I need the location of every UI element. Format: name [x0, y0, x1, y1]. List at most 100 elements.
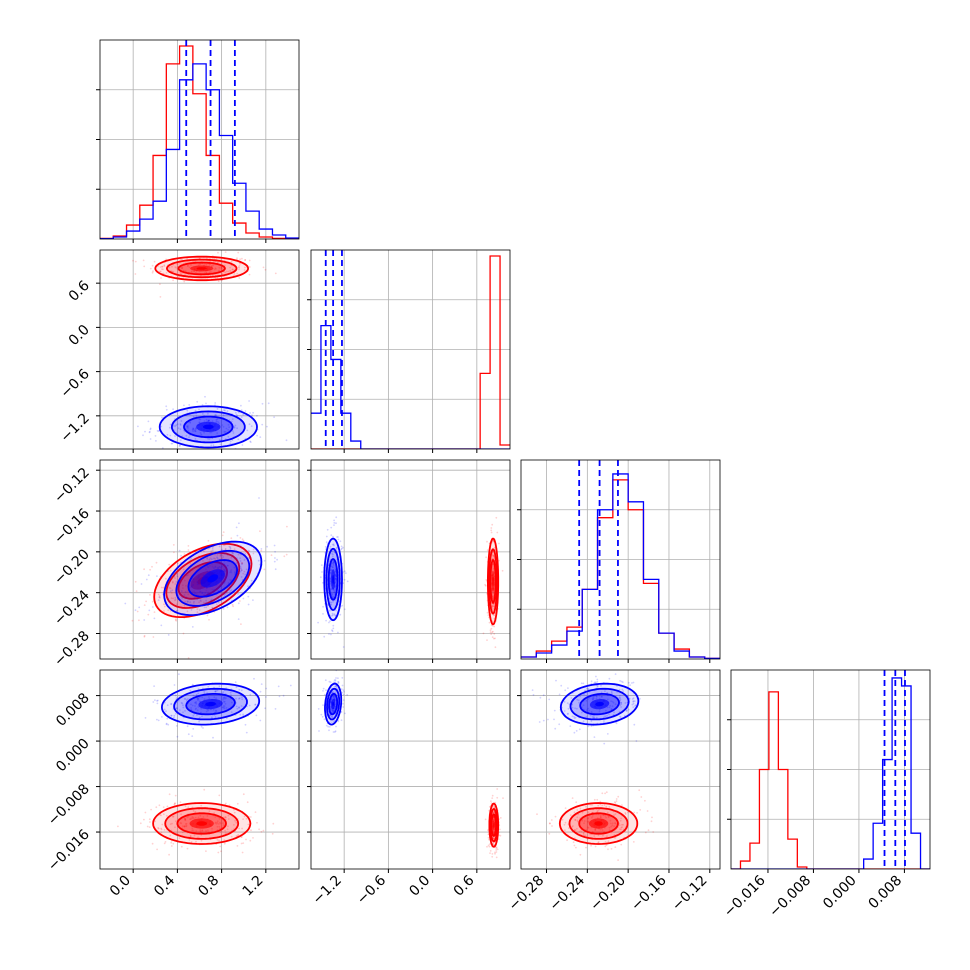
- sample-point: [162, 813, 165, 816]
- sample-point: [485, 579, 488, 581]
- sample-point: [161, 268, 163, 270]
- sample-point: [594, 829, 597, 832]
- sample-point: [229, 546, 232, 549]
- sample-point: [143, 635, 146, 638]
- sample-point: [174, 577, 177, 579]
- sample-point: [211, 565, 214, 568]
- sample-point: [333, 679, 336, 681]
- sample-point: [182, 566, 185, 568]
- sample-point: [486, 549, 489, 551]
- sample-point: [180, 822, 183, 825]
- sample-point: [186, 454, 188, 456]
- density-group: [317, 670, 504, 859]
- sample-point: [214, 566, 217, 568]
- sample-point: [277, 685, 280, 688]
- sample-point: [248, 557, 251, 560]
- sample-point: [587, 811, 590, 814]
- sample-point: [586, 687, 588, 690]
- sample-point: [587, 817, 590, 819]
- sample-point: [222, 414, 225, 417]
- hist-red-series: [100, 45, 299, 239]
- sample-point: [240, 409, 243, 411]
- sample-point: [620, 817, 622, 820]
- sample-point: [490, 531, 493, 534]
- sample-point: [150, 808, 153, 811]
- sample-point: [241, 698, 244, 701]
- sample-point: [572, 841, 575, 844]
- sample-point: [143, 265, 146, 268]
- sample-point: [322, 613, 324, 615]
- sample-point: [195, 271, 197, 274]
- sample-point: [190, 703, 192, 706]
- sample-point: [214, 716, 217, 718]
- sample-point: [573, 811, 576, 814]
- sample-point: [325, 724, 328, 727]
- y-tick-label: −0.12: [51, 465, 93, 507]
- scatter-panel-1-2: −1.2−0.60.00.6: [57, 249, 300, 456]
- sample-point: [218, 266, 221, 269]
- sample-point: [153, 685, 156, 687]
- sample-point: [194, 701, 197, 704]
- sample-point: [233, 808, 235, 811]
- sample-point: [192, 816, 195, 819]
- sample-point: [632, 700, 635, 702]
- sample-point: [244, 410, 247, 412]
- sample-point: [192, 578, 195, 581]
- sample-point: [223, 568, 226, 571]
- sample-point: [153, 260, 156, 263]
- sample-point: [334, 679, 337, 682]
- sample-point: [215, 419, 218, 421]
- sample-point: [201, 829, 204, 832]
- sample-point: [167, 609, 170, 611]
- sample-point: [196, 697, 199, 700]
- sample-point: [332, 560, 335, 563]
- sample-point: [227, 825, 229, 828]
- sample-point: [560, 684, 563, 687]
- sample-point: [197, 836, 200, 839]
- sample-point: [190, 841, 193, 843]
- sample-point: [331, 630, 334, 633]
- panel-frame: [99, 669, 300, 870]
- sample-point: [573, 829, 576, 831]
- sample-point: [193, 600, 195, 603]
- sample-point: [331, 709, 334, 712]
- sample-point: [201, 591, 204, 594]
- red-density-core: [492, 576, 494, 587]
- sample-point: [499, 834, 502, 837]
- sample-point: [289, 684, 292, 687]
- sample-point: [239, 262, 241, 265]
- sample-point: [211, 606, 214, 609]
- grid-lines: [100, 250, 299, 449]
- sample-point: [336, 536, 338, 538]
- sample-point: [182, 706, 185, 709]
- sample-point: [144, 811, 147, 814]
- sample-point: [192, 810, 195, 812]
- sample-point: [607, 848, 609, 851]
- sample-point: [574, 707, 576, 710]
- hist-series-group: [731, 670, 930, 869]
- sample-point: [213, 696, 216, 699]
- hist-panel-1: [96, 39, 300, 243]
- sample-point: [326, 528, 329, 531]
- sample-point: [185, 574, 188, 577]
- sample-point: [573, 844, 576, 847]
- sample-point: [333, 591, 336, 594]
- sample-point: [160, 624, 163, 627]
- sample-point: [215, 603, 218, 606]
- sample-point: [558, 693, 561, 696]
- sample-point: [175, 424, 178, 427]
- sample-point: [207, 420, 210, 422]
- sample-point: [573, 715, 575, 718]
- sample-point: [191, 683, 194, 686]
- sample-point: [163, 708, 166, 711]
- sample-point: [204, 592, 207, 594]
- sample-point: [614, 673, 617, 675]
- sample-point: [172, 544, 175, 546]
- sample-point: [188, 266, 191, 269]
- sample-point: [635, 740, 638, 742]
- sample-point: [576, 827, 578, 830]
- sample-point: [329, 547, 332, 550]
- sample-point: [620, 703, 623, 706]
- sample-point: [340, 719, 343, 722]
- red-density-core: [196, 821, 208, 826]
